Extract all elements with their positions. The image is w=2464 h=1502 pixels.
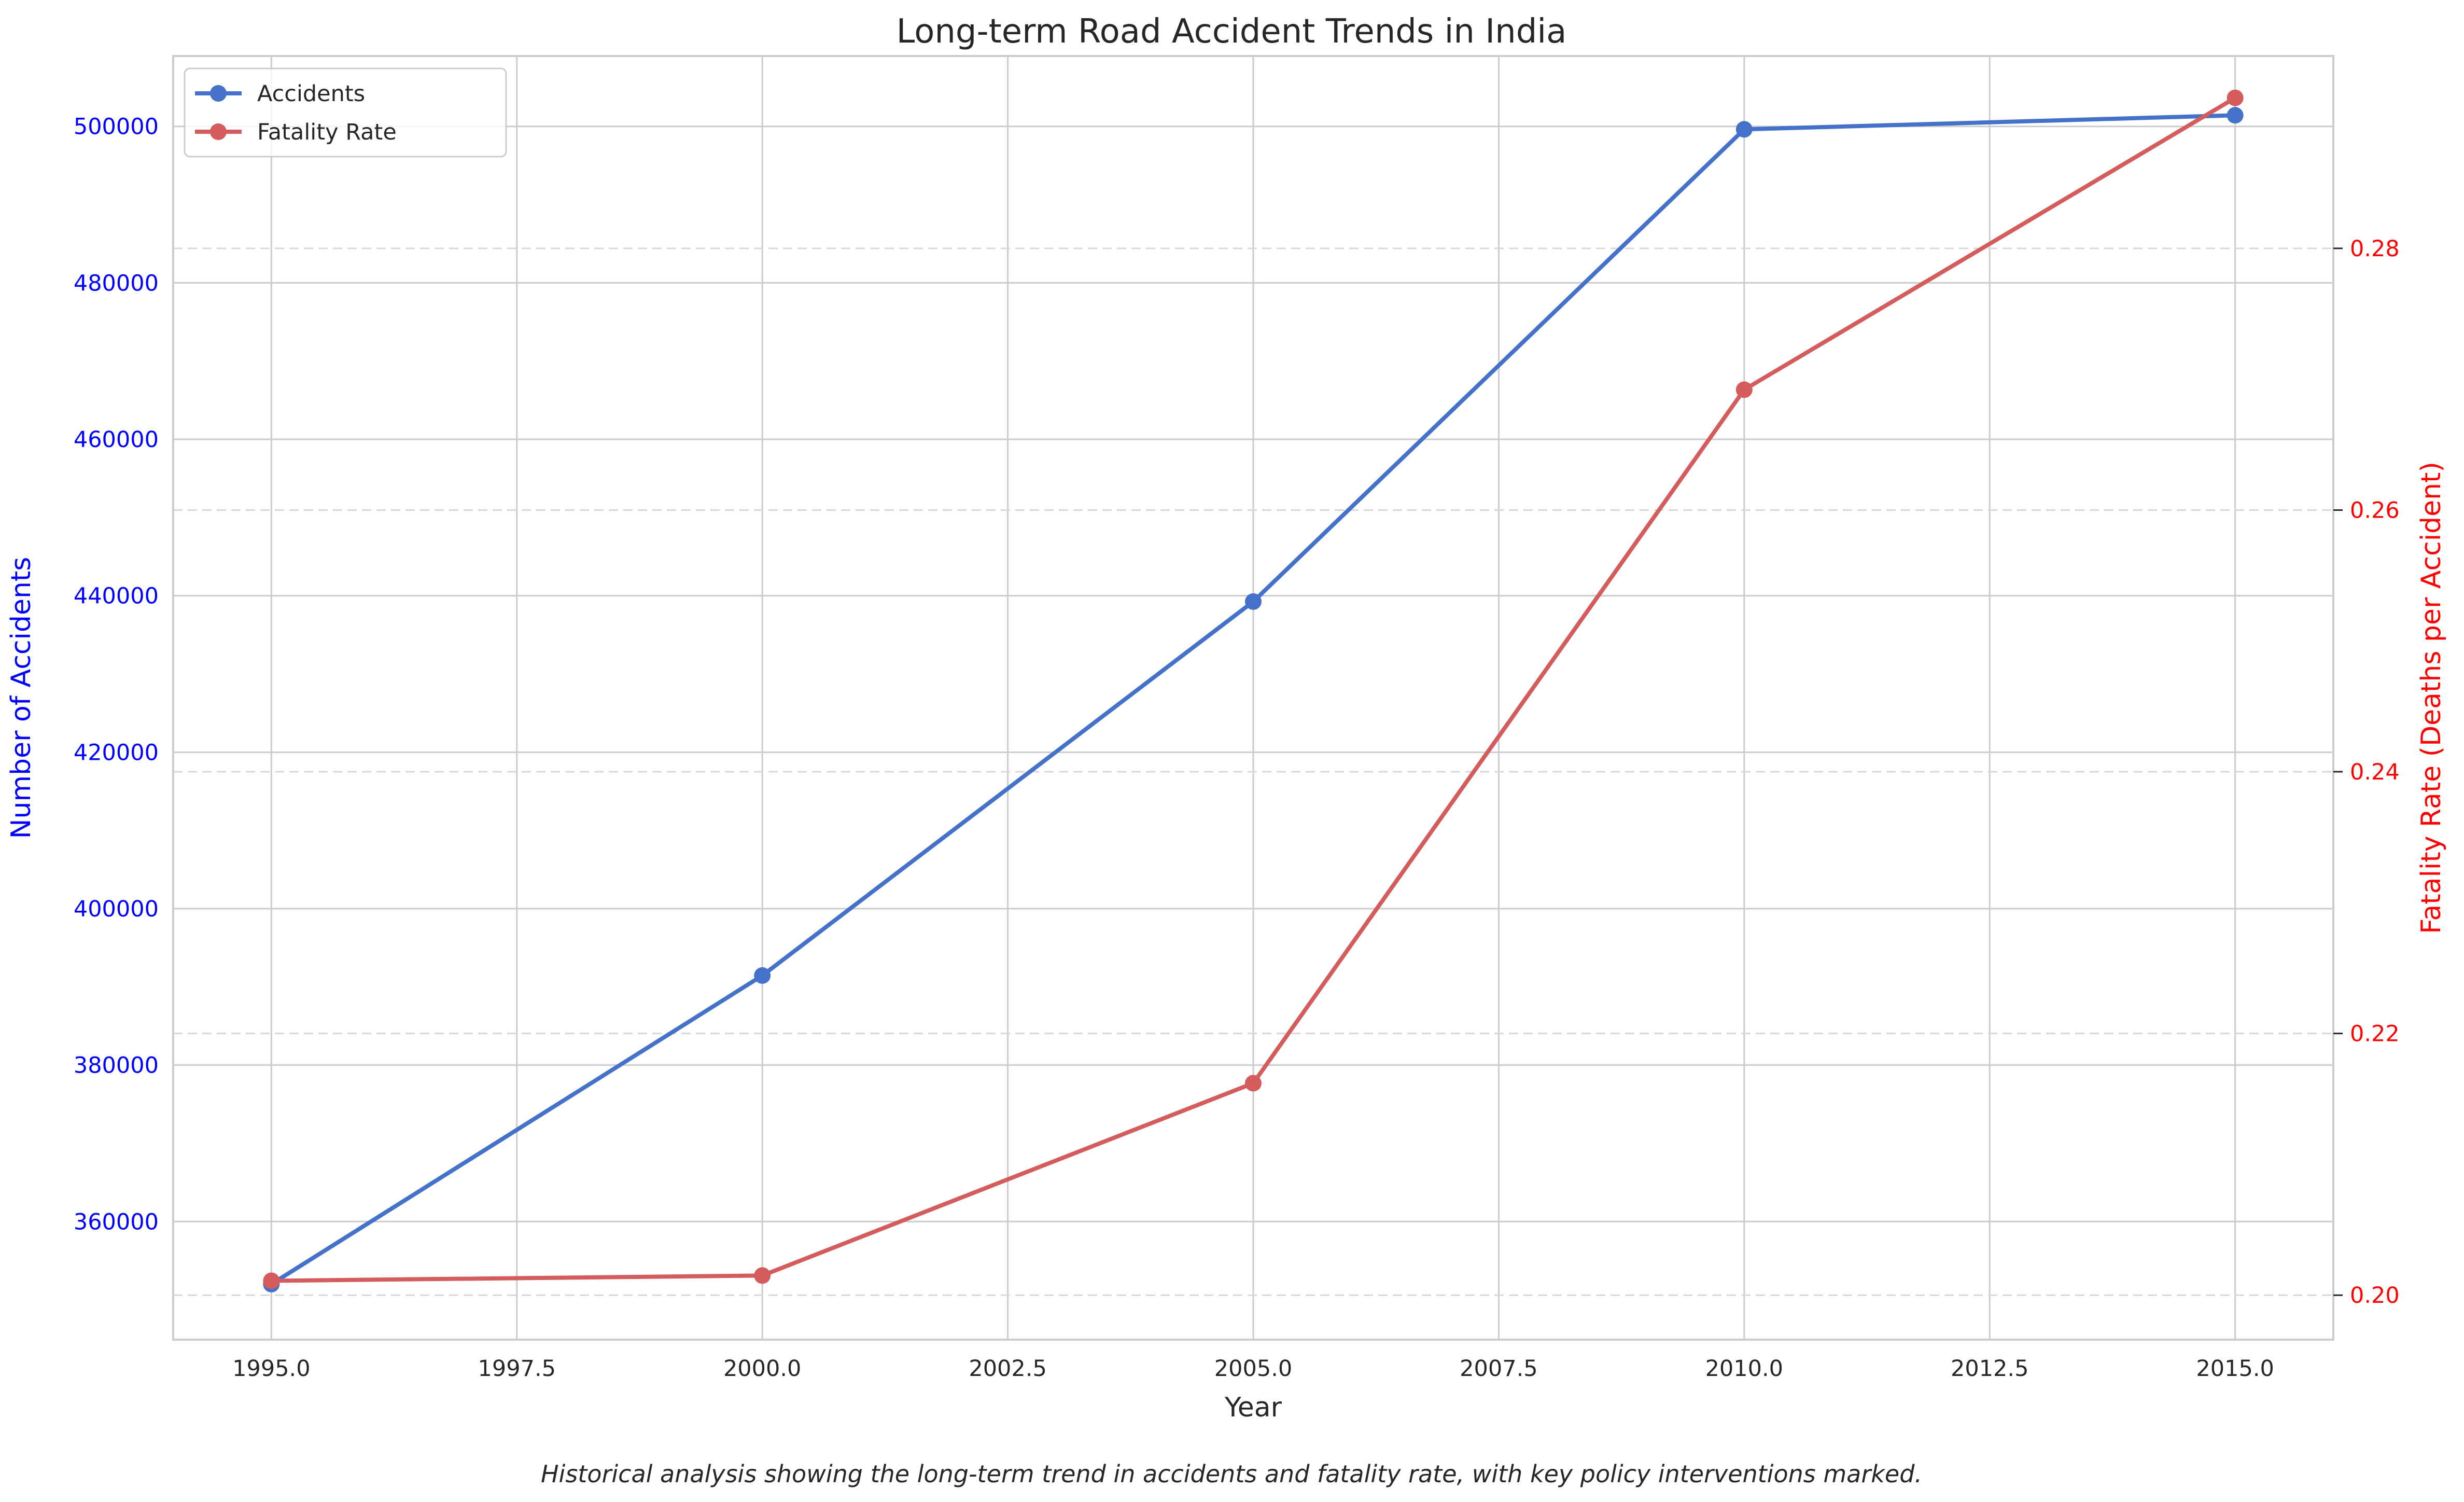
chart-caption: Historical analysis showing the long-ter… [541, 1460, 1922, 1488]
chart-legend: Accidents Fatality Rate [184, 67, 507, 158]
data-point [754, 967, 771, 984]
y-left-tick-label: 460000 [74, 427, 159, 453]
x-axis-label: Year [1224, 1392, 1282, 1423]
x-tick-label: 2002.5 [969, 1356, 1046, 1382]
data-point [754, 1267, 771, 1284]
y-right-tick-label: 0.24 [2350, 759, 2400, 785]
y-left-tick-label: 360000 [74, 1209, 159, 1235]
x-tick-label: 2005.0 [1214, 1356, 1292, 1382]
x-tick-label: 2000.0 [723, 1356, 801, 1382]
y-right-tick-label: 0.20 [2350, 1283, 2400, 1309]
legend-label: Accidents [257, 81, 365, 107]
legend-box [184, 67, 507, 158]
grid-lines [173, 56, 2333, 1340]
y-left-tick-label: 480000 [74, 270, 159, 296]
y-right-tick-label: 0.22 [2350, 1021, 2400, 1047]
legend-marker [210, 85, 227, 102]
x-tick-label: 2015.0 [2196, 1356, 2274, 1382]
data-point [1735, 381, 1753, 398]
series-lines [263, 89, 2244, 1292]
data-point [1245, 593, 1262, 610]
y-left-tick-label: 420000 [74, 740, 159, 766]
right-y-axis-label: Fatality Rate (Deaths per Accident) [2416, 462, 2447, 934]
y-left-tick-label: 400000 [74, 896, 159, 922]
x-tick-label: 1997.5 [478, 1356, 556, 1382]
x-tick-label: 2007.5 [1460, 1356, 1537, 1382]
data-point [263, 1272, 280, 1289]
y-left-tick-label: 380000 [74, 1053, 159, 1079]
x-tick-label: 2012.5 [1951, 1356, 2028, 1382]
legend-label: Fatality Rate [257, 119, 397, 145]
data-point [1735, 121, 1753, 138]
chart-title: Long-term Road Accident Trends in India [897, 12, 1567, 51]
left-y-axis-ticks: 360000 380000 400000 420000 440000 460000 4800… [74, 114, 159, 1235]
y-left-tick-label: 440000 [74, 583, 159, 609]
legend-marker [210, 123, 227, 140]
left-y-axis-label: Number of Accidents [6, 557, 37, 839]
x-tick-label: 1995.0 [232, 1356, 310, 1382]
data-point [1245, 1075, 1262, 1092]
right-y-axis-ticks: 0.20 0.22 0.24 0.26 0.28 [2333, 236, 2400, 1309]
y-right-tick-label: 0.26 [2350, 497, 2400, 523]
y-left-tick-label: 500000 [74, 114, 159, 140]
data-point [2227, 89, 2244, 106]
y-right-tick-label: 0.28 [2350, 236, 2400, 262]
x-tick-label: 2010.0 [1705, 1356, 1783, 1382]
x-axis-ticks: 1995.0 1997.5 2000.0 2002.5 2005.0 2007.5 2010… [232, 1356, 2274, 1382]
data-point [2227, 107, 2244, 124]
plot-area-frame [172, 55, 2334, 1341]
